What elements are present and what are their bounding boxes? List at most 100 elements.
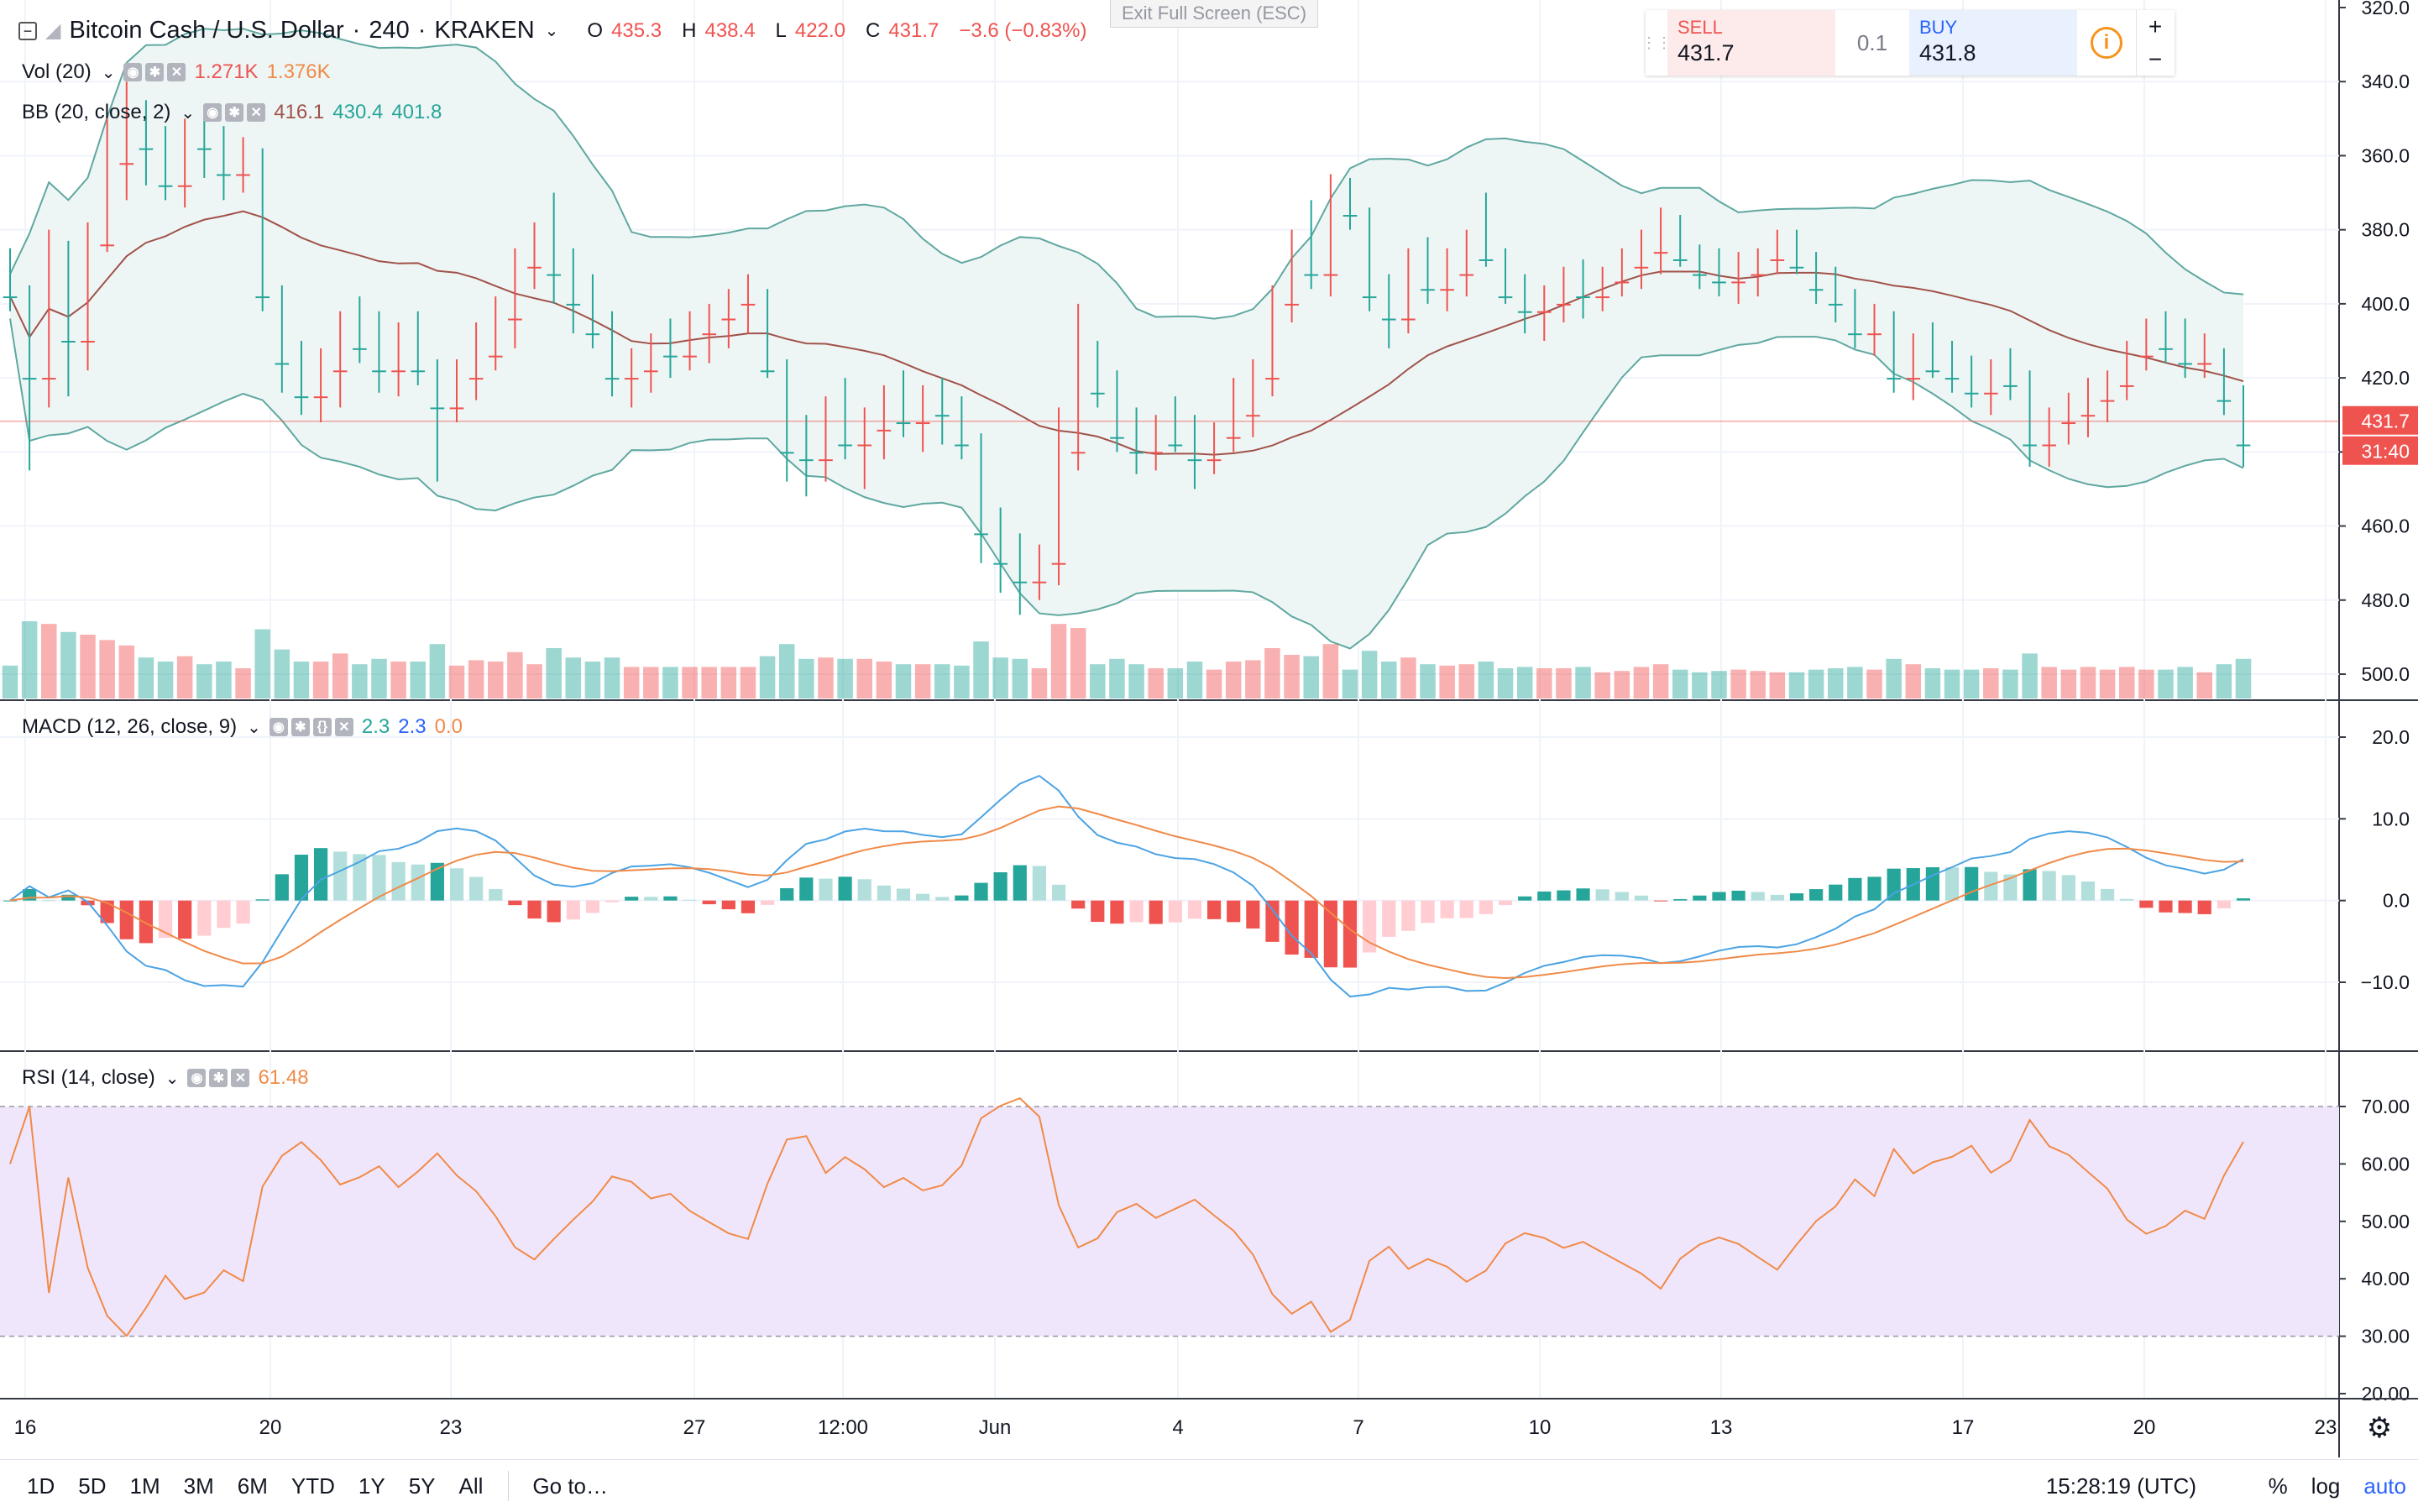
timeframe-6m-button[interactable]: 6M — [237, 1473, 268, 1499]
utc-clock[interactable]: 15:28:19 (UTC) — [2045, 1473, 2196, 1499]
macd-histogram-bar — [255, 899, 270, 901]
rsi-line — [9, 1096, 2244, 1337]
close-icon[interactable]: ✕ — [167, 63, 186, 81]
volume-bar — [1847, 667, 1863, 698]
settings-gear-icon: ⚙ — [2367, 1411, 2392, 1445]
volume-bar — [1458, 664, 1475, 698]
volume-bar — [876, 662, 892, 698]
chevron-down-icon[interactable]: ⌄ — [181, 103, 196, 123]
macd-histogram-bar — [430, 862, 444, 901]
gear-icon[interactable]: ✱ — [209, 1069, 228, 1087]
plus-button[interactable]: + — [2148, 13, 2163, 39]
minus-button[interactable]: − — [2148, 45, 2163, 72]
macd-histogram-bar — [955, 895, 969, 901]
macd-histogram-bar — [683, 899, 697, 901]
macd-histogram-bar — [702, 900, 716, 905]
braces-icon[interactable]: {} — [312, 718, 332, 736]
macd-histogram-bar — [1731, 890, 1745, 901]
eye-icon[interactable]: ◉ — [123, 63, 143, 81]
timeframe-all-button[interactable]: All — [458, 1473, 484, 1499]
symbol-exchange[interactable]: KRAKEN — [434, 17, 535, 44]
macd-histogram-bar — [1129, 900, 1144, 923]
candle-body — [934, 415, 950, 417]
close-icon[interactable]: ✕ — [231, 1069, 250, 1087]
percent-scale-button[interactable]: % — [2268, 1473, 2288, 1499]
eye-icon[interactable]: ◉ — [269, 718, 288, 736]
timeframe-1m-button[interactable]: 1M — [129, 1473, 160, 1499]
eye-icon[interactable]: ◉ — [187, 1069, 207, 1087]
volume-bar — [526, 664, 542, 698]
time-tick-label: 17 — [1952, 1416, 1975, 1439]
goto-button[interactable]: Go to… — [532, 1473, 608, 1499]
info-button[interactable]: i — [2077, 10, 2136, 76]
volume-bar — [1594, 672, 1610, 698]
timeframe-5y-button[interactable]: 5Y — [408, 1473, 436, 1499]
time-tick-label: Jun — [979, 1416, 1012, 1439]
volume-bar — [837, 658, 853, 698]
volume-bar — [2, 665, 18, 698]
volume-bar — [371, 658, 387, 698]
macd-histogram-bar — [1809, 889, 1824, 901]
log-scale-button[interactable]: log — [2311, 1473, 2341, 1499]
chevron-down-icon[interactable]: ⌄ — [101, 63, 116, 82]
rsi-label[interactable]: RSI (14, close) — [22, 1066, 155, 1089]
chevron-down-icon[interactable]: ⌄ — [544, 22, 559, 40]
macd-histogram-bar — [585, 900, 600, 913]
change-value: −3.6 (−0.83%) — [959, 18, 1087, 42]
macd-histogram-bar — [1091, 900, 1105, 923]
symbol-interval[interactable]: 240 — [369, 17, 410, 44]
buy-label: BUY — [1919, 17, 1958, 38]
macd-histogram-bar — [1944, 867, 1960, 901]
bb-basis-line — [9, 210, 2244, 456]
candle-body — [3, 296, 18, 299]
macd-histogram-bar — [1227, 900, 1241, 923]
timeframe-ytd-button[interactable]: YTD — [290, 1473, 335, 1499]
close-icon[interactable]: ✕ — [247, 103, 266, 122]
flag-icon[interactable]: ◢ — [45, 19, 61, 42]
macd-histogram-bar — [1168, 900, 1182, 923]
candle-body — [1032, 581, 1047, 583]
macd-histogram-bar — [877, 885, 891, 901]
chevron-down-icon[interactable]: ⌄ — [165, 1069, 180, 1088]
candle-body — [1459, 274, 1474, 276]
gear-icon[interactable]: ✱ — [225, 103, 244, 122]
eye-icon[interactable]: ◉ — [203, 103, 222, 122]
timeframe-1y-button[interactable]: 1Y — [358, 1473, 385, 1499]
buy-button[interactable]: BUY 431.8 — [1909, 10, 2077, 76]
chevron-down-icon[interactable]: ⌄ — [247, 718, 261, 737]
macd-histogram-bar — [741, 900, 756, 913]
timeframe-3m-button[interactable]: 3M — [183, 1473, 214, 1499]
volume-label[interactable]: Vol (20) — [22, 60, 92, 83]
rsi-value: 61.48 — [258, 1066, 309, 1089]
info-icon: i — [2091, 27, 2122, 59]
sell-button[interactable]: SELL 431.7 — [1667, 10, 1835, 76]
volume-bar — [798, 658, 814, 698]
close-icon[interactable]: ✕ — [334, 718, 353, 736]
symbol-name[interactable]: Bitcoin Cash / U.S. Dollar — [69, 17, 344, 44]
timeframe-1d-button[interactable]: 1D — [27, 1473, 55, 1499]
macd-histogram-bar — [1440, 900, 1454, 918]
candle-body — [838, 444, 852, 447]
collapse-icon[interactable]: − — [18, 21, 37, 40]
macd-histogram-bar — [2023, 869, 2037, 901]
last-price-badge — [2342, 405, 2418, 435]
auto-scale-button[interactable]: auto — [2363, 1473, 2406, 1499]
volume-bar — [1148, 668, 1164, 698]
candle-body — [236, 174, 250, 176]
volume-bar — [1692, 672, 1708, 698]
bb-label[interactable]: BB (20, close, 2) — [22, 101, 171, 123]
gear-icon[interactable]: ✱ — [290, 718, 310, 736]
macd-label[interactable]: MACD (12, 26, close, 9) — [22, 715, 238, 738]
exit-fullscreen-button[interactable]: Exit Full Screen (ESC) — [1110, 0, 1318, 28]
macd-legend: MACD (12, 26, close, 9) ⌄ ◉ ✱ {} ✕ 2.3 2… — [22, 715, 463, 739]
gear-icon[interactable]: ✱ — [145, 63, 165, 81]
timeframe-5d-button[interactable]: 5D — [78, 1473, 107, 1499]
drag-handle-icon[interactable]: ⋮⋮ — [1641, 34, 1672, 51]
volume-bar — [1983, 668, 1999, 698]
spread-value: 0.1 — [1856, 29, 1888, 55]
candle-body — [1770, 259, 1785, 261]
volume-bar — [1828, 668, 1844, 698]
volume-bar — [584, 662, 601, 698]
macd-histogram-bar — [100, 900, 114, 923]
